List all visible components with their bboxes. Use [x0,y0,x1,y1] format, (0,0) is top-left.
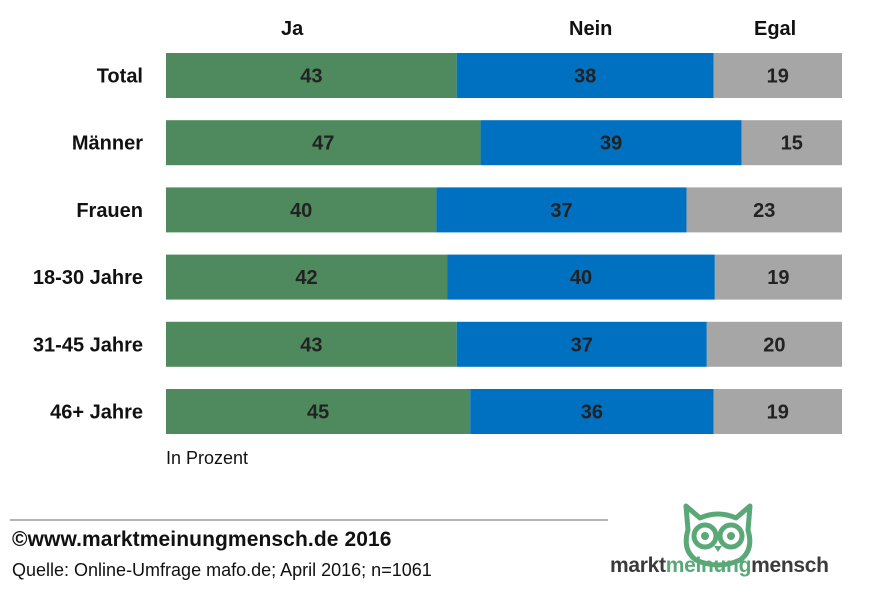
data-label: 39 [600,133,622,155]
bar-segment-egal [713,53,842,98]
data-label: 43 [300,334,322,356]
data-label: 37 [550,200,572,222]
logo-word-mensch: mensch [751,554,829,577]
logo-word-meinung: meinung [665,554,752,577]
data-label: 23 [753,200,775,222]
category-label: Männer [72,133,143,155]
logo-word-markt: markt [610,554,666,577]
legend-nein: Nein [569,18,613,40]
bar-segment-egal [706,321,842,367]
data-label: 15 [781,133,803,155]
bar-segment-nein [480,120,742,166]
data-label: 19 [767,267,789,289]
bar-segment-ja [166,120,481,166]
bar-segment-nein [447,254,715,300]
data-label: 19 [767,66,789,88]
bar-segment-egal [741,120,842,166]
data-label: 19 [767,402,789,424]
bar-segment-egal [714,254,842,300]
logo-wordmark: marktmeinungmensch [610,554,829,578]
source-text: Quelle: Online-Umfrage mafo.de; April 20… [12,560,432,580]
bar-segment-ja [166,389,471,434]
bar-segment-nein [470,389,714,434]
legend-egal: Egal [754,18,797,40]
bar-segment-egal [713,389,842,434]
legend-ja: Ja [281,18,304,40]
bar-segment-ja [166,321,457,367]
data-label: 37 [571,334,593,356]
copyright-text: ©www.marktmeinungmensch.de 2016 [12,528,392,551]
bar-segment-egal [686,187,842,233]
data-label: 40 [290,200,312,222]
bar-segment-nein [456,321,707,367]
bar-segment-nein [436,187,687,233]
data-label: 47 [312,133,334,155]
category-label: Total [97,66,143,88]
stacked-bar-chart: Total 43 38 19 Männer 47 39 15 Frauen 40 37 23 18-30… [33,53,842,434]
category-label: 18-30 Jahre [33,267,143,289]
data-label: 45 [307,402,329,424]
data-label: 40 [570,267,592,289]
data-label: 20 [763,334,785,356]
bar-segment-ja [166,254,448,300]
bar-segment-nein [456,53,714,98]
data-label: 43 [300,66,322,88]
category-label: Frauen [76,200,143,222]
bar-segment-ja [166,53,457,98]
data-label: 38 [574,66,596,88]
bar-segment-ja [166,187,437,233]
category-label: 31-45 Jahre [33,334,143,356]
data-label: 36 [581,402,603,424]
footer-divider [10,519,608,521]
unit-note: In Prozent [166,448,249,468]
category-label: 46+ Jahre [50,402,143,424]
owl-logo-icon [683,503,753,568]
data-label: 42 [295,267,317,289]
